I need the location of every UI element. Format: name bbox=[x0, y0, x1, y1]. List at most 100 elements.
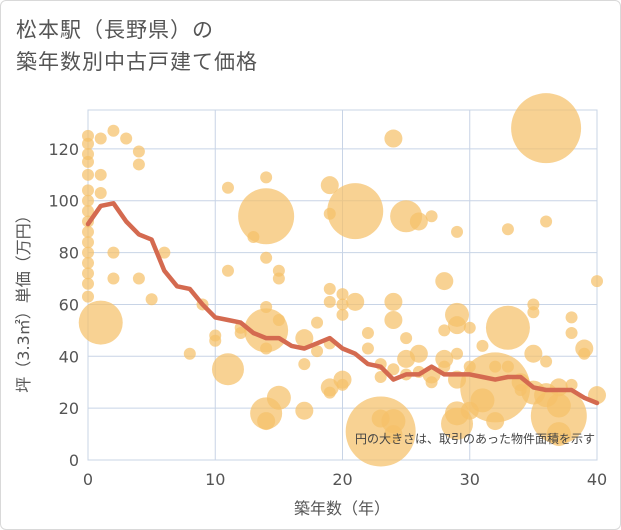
chart-title-line-1: 松本駅（長野県）の bbox=[16, 18, 214, 42]
bubble-point bbox=[311, 316, 324, 329]
bubble-point bbox=[82, 194, 94, 207]
bubble-point bbox=[238, 188, 295, 245]
y-tick-label: 0 bbox=[69, 451, 79, 470]
bubble-point bbox=[132, 145, 145, 158]
bubble-point bbox=[486, 412, 505, 431]
bubble-point bbox=[327, 183, 384, 240]
bubble-point bbox=[295, 401, 314, 420]
bubble-point bbox=[451, 347, 464, 360]
x-tick-label: 30 bbox=[460, 470, 480, 489]
bubble-point bbox=[82, 205, 94, 218]
bubble-point bbox=[384, 425, 403, 444]
bubble-point bbox=[82, 168, 94, 181]
bubble-point bbox=[82, 290, 94, 303]
bubble-size-note: 円の大きさは、取引のあった物件面積を示す bbox=[355, 431, 595, 446]
bubble-point bbox=[107, 246, 120, 259]
bubble-point bbox=[511, 93, 582, 164]
bubble-point bbox=[565, 326, 578, 339]
bubble-point bbox=[221, 181, 234, 194]
x-tick-label: 10 bbox=[205, 470, 225, 489]
y-tick-label: 40 bbox=[59, 347, 79, 366]
bubble-point bbox=[94, 132, 107, 145]
bubble-point bbox=[211, 353, 244, 386]
bubble-point bbox=[336, 308, 349, 321]
bubble-point bbox=[438, 324, 451, 337]
bubble-point bbox=[298, 358, 311, 371]
bubble-point bbox=[272, 314, 285, 326]
y-tick-label: 80 bbox=[59, 244, 79, 263]
y-tick-label: 60 bbox=[59, 295, 79, 314]
average-price-line bbox=[85, 201, 600, 406]
bubble-point bbox=[540, 215, 553, 228]
bubble-point bbox=[82, 137, 94, 150]
tick-labels: 0 10 20 30 40 0 20 40 60 80 100 120 bbox=[48, 140, 607, 489]
bubble-point bbox=[82, 236, 94, 249]
chart-title: 松本駅（長野県）の 築年数別中古戸建て価格 bbox=[16, 14, 258, 78]
bubble-point bbox=[578, 347, 591, 360]
bubble-point bbox=[260, 171, 273, 184]
bubble-point bbox=[94, 168, 107, 181]
bubble-point bbox=[463, 321, 476, 334]
bubble-point bbox=[384, 129, 403, 148]
bubble-point bbox=[158, 246, 171, 259]
bubble-point bbox=[145, 293, 158, 306]
bubble-point bbox=[387, 363, 400, 376]
chart-title-line-2: 築年数別中古戸建て価格 bbox=[16, 50, 258, 74]
bubble-point bbox=[530, 387, 587, 444]
bubble-point bbox=[78, 300, 123, 345]
bubble-point bbox=[425, 376, 438, 389]
bubble-point bbox=[451, 225, 464, 238]
bubble-point bbox=[132, 158, 145, 171]
bubble-point bbox=[384, 292, 403, 311]
bubble-point bbox=[540, 355, 553, 368]
bubble-point bbox=[501, 360, 514, 373]
bubble-point bbox=[120, 132, 133, 145]
bubble-point bbox=[82, 277, 94, 290]
bubble-point bbox=[82, 256, 94, 269]
bubble-point bbox=[336, 378, 349, 391]
bubble-point bbox=[82, 184, 94, 197]
bubble-point bbox=[260, 251, 273, 264]
bubble-point bbox=[384, 311, 403, 329]
bubble-point bbox=[183, 347, 196, 360]
bubble-point bbox=[234, 326, 247, 339]
grid bbox=[87, 109, 598, 461]
bubble-point bbox=[107, 124, 120, 137]
bubble-point bbox=[295, 329, 314, 348]
bubble-point bbox=[266, 385, 291, 410]
x-tick-label: 0 bbox=[83, 470, 93, 489]
bubble-point bbox=[438, 360, 451, 373]
bubble-point bbox=[82, 155, 94, 168]
bubble-point bbox=[82, 225, 94, 238]
bubble-point bbox=[425, 210, 438, 223]
bubble-point bbox=[527, 306, 540, 319]
bubble-point bbox=[361, 326, 374, 339]
bubble-point bbox=[381, 409, 406, 434]
bubble-point bbox=[361, 342, 374, 355]
bubble-point bbox=[336, 288, 349, 301]
bubble-point bbox=[400, 332, 413, 345]
bubble-point bbox=[323, 295, 336, 308]
bubble-point bbox=[435, 272, 454, 291]
y-tick-label: 100 bbox=[48, 192, 79, 211]
x-tick-label: 20 bbox=[332, 470, 352, 489]
x-tick-label: 40 bbox=[587, 470, 607, 489]
bubble-layer bbox=[78, 93, 606, 467]
bubble-point bbox=[209, 334, 222, 347]
bubble-point bbox=[94, 186, 107, 199]
bubble-point bbox=[485, 305, 530, 350]
bubble-point bbox=[82, 246, 94, 259]
bubble-point bbox=[323, 386, 336, 399]
bubble-point bbox=[82, 267, 94, 280]
bubble-point bbox=[546, 422, 571, 447]
bubble-point bbox=[107, 272, 120, 285]
bubble-point bbox=[591, 275, 603, 288]
bubble-point bbox=[448, 316, 467, 335]
bubble-point bbox=[565, 311, 578, 324]
bubble-point bbox=[257, 412, 276, 431]
bubble-point bbox=[409, 212, 428, 231]
bubble-point bbox=[320, 176, 339, 195]
bubble-point bbox=[221, 264, 234, 277]
